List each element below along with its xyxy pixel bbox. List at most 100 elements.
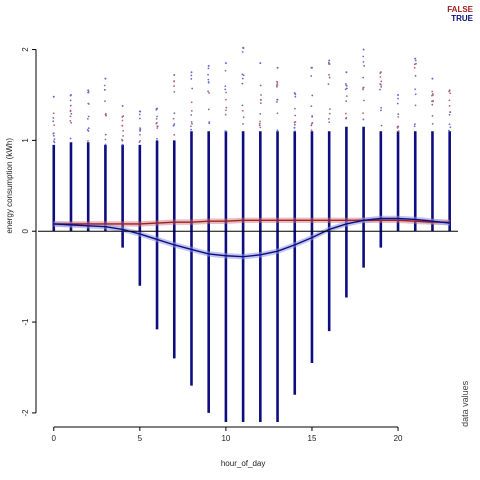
outlier-point (224, 98, 227, 101)
outlier-point (87, 103, 90, 105)
outlier-point (396, 102, 399, 105)
outlier-point (310, 124, 313, 127)
y-tick-label: 2 (21, 47, 30, 52)
outlier-point (208, 121, 211, 123)
outlier-point (449, 111, 452, 113)
outlier-point (328, 63, 330, 65)
outlier-point (242, 123, 244, 125)
outlier-point (225, 106, 228, 109)
outlier-point (448, 99, 451, 102)
outlier-point (104, 100, 106, 103)
x-tick-label: 20 (394, 434, 403, 443)
outlier-point (190, 120, 193, 123)
outlier-point (397, 113, 400, 116)
outlier-point (53, 138, 56, 141)
outlier-point (276, 101, 278, 103)
outlier-point (69, 115, 72, 118)
outlier-point (259, 120, 261, 123)
outlier-point (276, 85, 278, 88)
outlier-point (121, 119, 124, 122)
outlier-point (87, 115, 90, 118)
max-point-hour-23 (448, 89, 451, 92)
outlier-point (69, 104, 72, 107)
outlier-point (258, 122, 261, 125)
outlier-point (190, 110, 193, 112)
outlier-point (362, 112, 364, 115)
outlier-point (414, 88, 417, 91)
legend-false: FALSE (447, 5, 473, 14)
max-point-hour-14 (293, 92, 296, 95)
outlier-point (379, 76, 382, 78)
outlier-point (190, 125, 192, 128)
outlier-point (207, 90, 209, 93)
outlier-point (104, 138, 107, 141)
outlier-point (224, 113, 227, 116)
outlier-point (276, 129, 279, 132)
outlier-point (344, 112, 347, 115)
legend: FALSE TRUE (447, 5, 473, 23)
outlier-point (173, 123, 176, 125)
outlier-point (121, 143, 124, 146)
max-point-hour-15 (310, 66, 313, 69)
outlier-point (52, 120, 55, 123)
outlier-point (362, 118, 365, 121)
outlier-point (294, 130, 296, 133)
outlier-point (87, 91, 90, 93)
outlier-point (380, 80, 383, 83)
outlier-point (207, 67, 210, 70)
line-true (53, 217, 450, 258)
outlier-point (363, 64, 366, 67)
outlier-point (362, 88, 364, 91)
max-point-hour-19 (379, 71, 382, 74)
outlier-point (173, 85, 175, 87)
max-point-hour-9 (207, 64, 210, 67)
outlier-point (362, 87, 364, 89)
outlier-point (396, 125, 399, 128)
outlier-point (448, 104, 451, 107)
max-point-hour-20 (397, 93, 400, 96)
outlier-point (173, 112, 176, 115)
outlier-point (87, 127, 90, 130)
x-tick-label: 15 (308, 434, 317, 443)
outlier-point (345, 84, 348, 87)
outlier-point (362, 60, 365, 63)
outlier-point (431, 115, 434, 117)
outlier-point (259, 112, 262, 115)
outlier-point (224, 85, 227, 88)
outlier-point (362, 99, 365, 102)
outlier-point (173, 90, 176, 93)
outlier-point (345, 116, 348, 119)
outlier-point (259, 126, 262, 129)
outlier-point (414, 74, 417, 77)
outlier-point (121, 124, 124, 127)
outlier-point (242, 74, 245, 77)
outlier-point (413, 66, 416, 69)
outlier-point (328, 73, 330, 76)
y-tick-label: 1 (21, 138, 30, 143)
outlier-point (139, 128, 142, 131)
outlier-point (69, 110, 72, 113)
x-tick-label: 10 (221, 434, 230, 443)
outlier-point (294, 95, 297, 98)
outlier-point (138, 113, 141, 116)
outlier-point (241, 109, 244, 112)
outlier-point (207, 78, 210, 81)
outlier-point (259, 102, 262, 105)
outlier-point (53, 141, 56, 144)
outlier-point (431, 123, 434, 125)
outlier-point (52, 112, 55, 115)
outlier-point (208, 92, 210, 94)
outlier-point (52, 132, 55, 135)
outlier-point (52, 117, 55, 119)
outlier-point (328, 121, 331, 123)
outlier-point (276, 80, 278, 83)
outlier-point (276, 82, 279, 85)
max-point-hour-2 (87, 89, 90, 92)
outlier-point (122, 135, 124, 137)
max-point-hour-1 (69, 93, 72, 96)
outlier-point (415, 62, 417, 65)
outlier-point (311, 94, 314, 97)
outlier-point (380, 86, 383, 88)
scatter-points (52, 46, 452, 422)
